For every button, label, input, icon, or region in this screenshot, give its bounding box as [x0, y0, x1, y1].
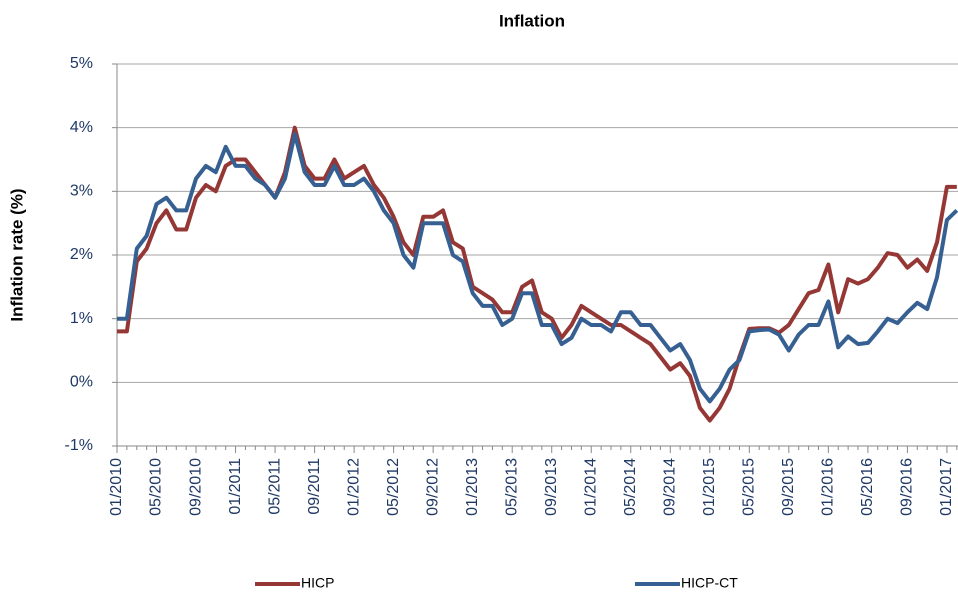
chart-title: Inflation — [499, 11, 565, 30]
data-line — [117, 125, 957, 423]
x-tick-label: 01/2014 — [582, 458, 599, 516]
y-tick-label: -1% — [65, 437, 93, 454]
x-tick-label: 01/2010 — [108, 458, 125, 516]
x-tick-label: 05/2012 — [385, 458, 402, 516]
x-tick-label: 01/2011 — [227, 458, 244, 515]
x-tick-label: 05/2013 — [503, 458, 520, 516]
y-tick-label: 5% — [70, 55, 93, 72]
x-tick-label: 09/2010 — [187, 458, 204, 516]
x-tick-label: 05/2014 — [622, 458, 639, 516]
x-tick-label: 09/2012 — [424, 458, 441, 516]
y-axis-label: Inflation rate (%) — [7, 188, 26, 321]
legend-text: HICP — [301, 575, 334, 591]
x-tick-label: 01/2016 — [820, 458, 837, 516]
x-tick-label: 09/2015 — [780, 458, 797, 516]
x-tick-label: 09/2014 — [661, 458, 678, 516]
x-tick-label: 01/2013 — [464, 458, 481, 516]
x-tick-label: 09/2011 — [306, 458, 323, 515]
x-tick-label: 01/2012 — [345, 458, 362, 516]
legend-text: HICP-CT — [681, 575, 738, 591]
x-tick-label: 09/2016 — [899, 458, 916, 516]
y-tick-label: 4% — [70, 119, 93, 136]
x-tick-label: 05/2015 — [741, 458, 758, 516]
y-tick-label: 1% — [70, 310, 93, 327]
x-tick-label: 01/2015 — [701, 458, 718, 516]
x-tick-label: 01/2017 — [938, 458, 955, 516]
y-tick-label: 0% — [70, 374, 93, 391]
x-tick-label: 09/2013 — [543, 458, 560, 516]
x-tick-label: 05/2011 — [266, 458, 283, 515]
y-tick-label: 2% — [70, 246, 93, 263]
x-tick-label: 05/2010 — [148, 458, 165, 516]
data-line — [117, 132, 958, 404]
y-tick-label: 3% — [70, 183, 93, 200]
x-tick-label: 05/2016 — [859, 458, 876, 516]
